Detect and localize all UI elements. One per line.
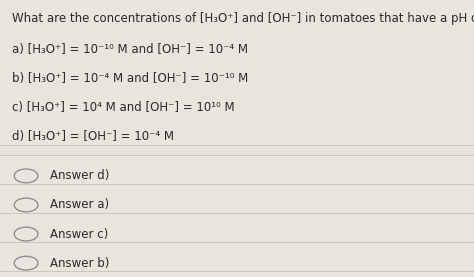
Text: a) [H₃O⁺] = 10⁻¹⁰ M and [OH⁻] = 10⁻⁴ M: a) [H₃O⁺] = 10⁻¹⁰ M and [OH⁻] = 10⁻⁴ M — [12, 43, 248, 56]
Text: Answer b): Answer b) — [50, 257, 109, 270]
Text: d) [H₃O⁺] = [OH⁻] = 10⁻⁴ M: d) [H₃O⁺] = [OH⁻] = 10⁻⁴ M — [12, 130, 174, 143]
Text: c) [H₃O⁺] = 10⁴ M and [OH⁻] = 10¹⁰ M: c) [H₃O⁺] = 10⁴ M and [OH⁻] = 10¹⁰ M — [12, 101, 235, 114]
Text: Answer c): Answer c) — [50, 228, 108, 240]
Text: b) [H₃O⁺] = 10⁻⁴ M and [OH⁻] = 10⁻¹⁰ M: b) [H₃O⁺] = 10⁻⁴ M and [OH⁻] = 10⁻¹⁰ M — [12, 72, 248, 85]
Text: What are the concentrations of [H₃O⁺] and [OH⁻] in tomatoes that have a pH of 4.: What are the concentrations of [H₃O⁺] an… — [12, 12, 474, 25]
Text: Answer a): Answer a) — [50, 199, 109, 211]
Text: Answer d): Answer d) — [50, 170, 109, 182]
